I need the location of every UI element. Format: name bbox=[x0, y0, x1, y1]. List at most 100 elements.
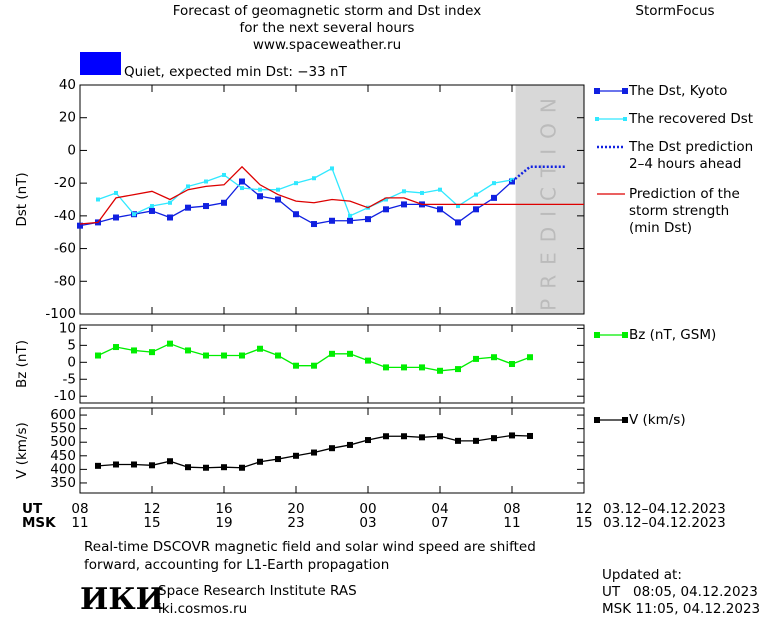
data-point bbox=[347, 217, 353, 224]
data-point bbox=[239, 464, 245, 471]
data-point bbox=[492, 181, 496, 186]
data-point bbox=[437, 367, 443, 374]
data-point bbox=[474, 192, 478, 197]
data-point bbox=[419, 364, 425, 371]
data-point bbox=[203, 203, 209, 210]
data-point bbox=[203, 352, 209, 359]
data-point bbox=[221, 464, 227, 471]
data-point bbox=[293, 211, 299, 218]
y-tick-label: -10 bbox=[54, 388, 76, 404]
date-range: 03.12–04.12.2023 bbox=[603, 515, 726, 531]
data-point bbox=[276, 187, 280, 192]
legend-marker bbox=[622, 417, 628, 423]
y-tick-label: 600 bbox=[50, 407, 76, 423]
data-point bbox=[131, 347, 137, 354]
data-point bbox=[437, 206, 443, 213]
data-point bbox=[95, 462, 101, 469]
data-point bbox=[491, 194, 497, 201]
data-point bbox=[95, 352, 101, 359]
data-point bbox=[527, 354, 533, 361]
data-point bbox=[275, 456, 281, 463]
data-point bbox=[131, 461, 137, 468]
prediction-label: PREDICTION bbox=[536, 88, 560, 311]
data-point bbox=[239, 352, 245, 359]
data-point bbox=[438, 187, 442, 192]
data-point bbox=[77, 222, 83, 229]
data-point bbox=[114, 190, 118, 195]
note: forward, accounting for L1-Earth propaga… bbox=[84, 557, 389, 573]
legend-label: The Dst prediction 2–4 hours ahead bbox=[628, 139, 753, 172]
data-point bbox=[149, 349, 155, 356]
updated: Updated at: bbox=[602, 567, 682, 583]
legend-marker bbox=[594, 417, 600, 423]
data-point bbox=[293, 362, 299, 369]
status: Quiet, expected min Dst: −33 nT bbox=[124, 64, 348, 80]
data-point bbox=[347, 441, 353, 448]
data-point bbox=[383, 364, 389, 371]
legend-label: Bz (nT, GSM) bbox=[629, 327, 716, 343]
data-point bbox=[311, 449, 317, 456]
y-tick-label: -60 bbox=[54, 241, 76, 257]
data-point bbox=[132, 212, 136, 217]
y-tick-label: -100 bbox=[45, 306, 76, 322]
data-point bbox=[257, 345, 263, 352]
data-point bbox=[510, 177, 514, 182]
data-point bbox=[312, 176, 316, 181]
title: www.spaceweather.ru bbox=[253, 37, 401, 53]
data-point bbox=[149, 462, 155, 469]
x-tick-label-msk: 19 bbox=[215, 515, 232, 531]
data-point bbox=[311, 362, 317, 369]
title: Forecast of geomagnetic storm and Dst in… bbox=[173, 3, 481, 19]
data-point bbox=[329, 217, 335, 224]
x-tick-label: 08 bbox=[71, 501, 88, 517]
date-range: 03.12–04.12.2023 bbox=[603, 501, 726, 517]
plot-frame bbox=[79, 407, 585, 494]
y-tick-label: -40 bbox=[54, 208, 76, 224]
y-tick-label: 5 bbox=[67, 337, 76, 353]
data-point bbox=[491, 354, 497, 361]
y-axis-title: Bz (nT) bbox=[14, 340, 30, 388]
data-point bbox=[509, 432, 515, 439]
x-tick-label-msk: 23 bbox=[287, 515, 304, 531]
data-point bbox=[401, 433, 407, 440]
data-point bbox=[167, 340, 173, 347]
data-point bbox=[150, 204, 154, 209]
x-tick-label: 04 bbox=[431, 501, 448, 517]
x-tick-label-msk: 15 bbox=[575, 515, 592, 531]
x-tick-label: 08 bbox=[503, 501, 520, 517]
data-point bbox=[383, 206, 389, 213]
x-tick-label-msk: 03 bbox=[359, 515, 376, 531]
y-axis-title: Dst (nT) bbox=[14, 172, 30, 226]
data-point bbox=[402, 189, 406, 194]
data-point bbox=[473, 355, 479, 362]
data-point bbox=[419, 434, 425, 441]
data-point bbox=[401, 364, 407, 371]
y-tick-label: 500 bbox=[50, 434, 76, 450]
data-point bbox=[113, 461, 119, 468]
x-tick-label-msk: 07 bbox=[431, 515, 448, 531]
legend-marker bbox=[623, 117, 627, 121]
data-point bbox=[240, 186, 244, 191]
updated: UT 08:05, 04.12.2023 bbox=[602, 584, 758, 600]
prediction-band bbox=[515, 85, 584, 314]
data-point bbox=[258, 187, 262, 192]
y-tick-label: 350 bbox=[50, 475, 76, 491]
data-point bbox=[221, 199, 227, 206]
logo: ИКИ bbox=[80, 582, 164, 617]
y-tick-label: -80 bbox=[54, 273, 76, 289]
legend-label: The Dst, Kyoto bbox=[628, 83, 727, 99]
data-point bbox=[347, 350, 353, 357]
data-point bbox=[222, 172, 226, 177]
y-tick-label: 550 bbox=[50, 421, 76, 437]
plot-frame bbox=[79, 84, 585, 315]
x-tick-label-msk: 15 bbox=[143, 515, 160, 531]
x-tick-label: 12 bbox=[143, 501, 160, 517]
x-tick-label: 00 bbox=[359, 501, 376, 517]
series-line bbox=[79, 180, 513, 227]
x-tick-label-msk: 11 bbox=[71, 515, 88, 531]
data-point bbox=[204, 179, 208, 184]
data-point bbox=[257, 193, 263, 200]
data-point bbox=[491, 435, 497, 442]
y-tick-label: 0 bbox=[67, 354, 76, 370]
